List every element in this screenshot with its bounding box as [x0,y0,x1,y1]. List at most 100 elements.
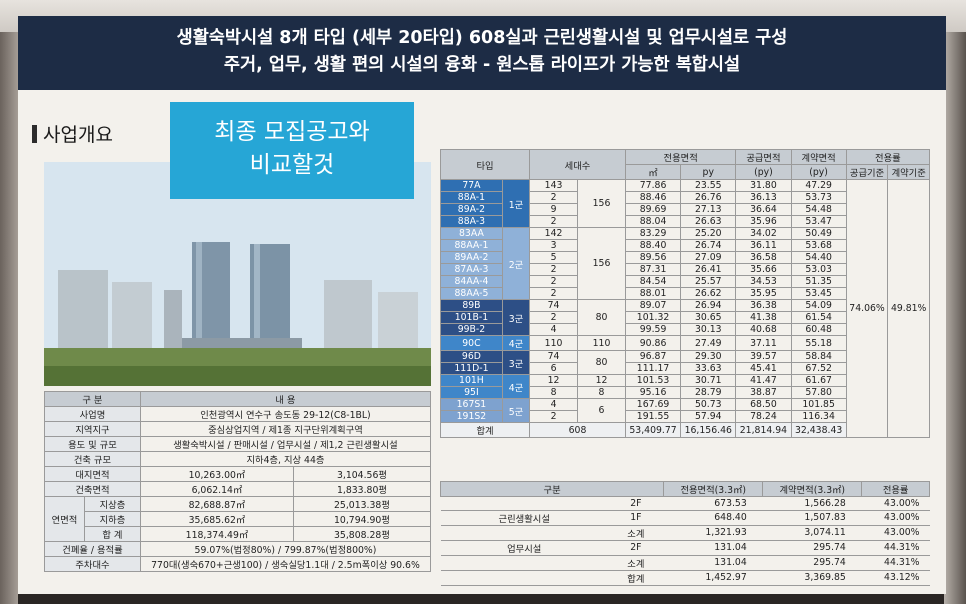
col-contract: 계약면적 [790,149,847,165]
section-bar-icon [32,125,37,143]
supply-cell: 39.57 [735,350,792,363]
m2-cell: 89.56 [624,251,682,264]
contract-cell: 58.84 [790,350,847,363]
parking-value: 770대(생숙670+근생100) / 생숙실당1.1대 / 2.5m폭이상 9… [139,556,432,572]
group-label: 4군 [501,374,531,399]
total-label: 합계 [439,422,531,438]
col-exclusive: 전용면적 [624,149,737,165]
brochure-page: 생활숙박시설 8개 타입 (세부 20타입) 608실과 근린생활시설 및 업무… [18,16,946,594]
m2-cell: 90.86 [624,335,682,351]
units-cell: 12 [529,374,579,387]
py-cell: 27.49 [680,335,737,351]
type-cell: 77A [440,179,503,192]
ratio-supply-value: 74.06% [845,179,889,438]
commercial-ratio: 43.00% [861,524,930,541]
supply-cell: 35.66 [735,263,792,276]
type-cell: 95I [440,386,503,399]
units-cell: 9 [529,203,579,216]
background-left [0,32,18,604]
units-cell: 74 [529,350,579,363]
contract-cell: 53.47 [790,215,847,228]
units-cell: 142 [529,227,579,240]
table-row: 소계 131.04 295.74 44.31% [440,554,930,571]
col-supply: 공급면적 [735,149,792,165]
table-row: 95I 8 8 95.16 28.79 38.87 57.80 [440,386,930,399]
group-label: 4군 [501,335,531,351]
units-cell: 2 [529,275,579,288]
building-area-py: 1,833.80평 [292,481,432,497]
parking-label: 주차대수 [44,556,141,572]
total-units: 608 [529,422,626,438]
overview-header-category: 구 분 [44,391,141,407]
units-cell: 2 [529,311,579,324]
m2-cell: 89.07 [624,299,682,312]
col-exclusive-m2: ㎡ [624,164,682,180]
group-subtotal: 6 [577,398,626,423]
commercial-contract: 1,507.83 [762,509,862,526]
overview-label: 용도 및 규모 [44,436,141,452]
py-cell: 30.13 [680,323,737,336]
contract-cell: 61.54 [790,311,847,324]
ratio-label: 건폐율 / 용적률 [44,541,141,557]
supply-cell: 40.68 [735,323,792,336]
floor-below-m2: 35,685.62㎡ [139,511,294,527]
floor-below-py: 10,794.90평 [292,511,432,527]
units-cell: 3 [529,239,579,252]
py-cell: 50.73 [680,398,737,411]
building-rendering [44,162,431,386]
commercial-ratio: 43.00% [861,509,930,526]
contract-cell: 53.03 [790,263,847,276]
building-area-label: 건축면적 [44,481,141,497]
py-cell: 23.55 [680,179,737,192]
contract-cell: 50.49 [790,227,847,240]
contract-cell: 55.18 [790,335,847,351]
contract-cell: 60.48 [790,323,847,336]
m2-cell: 83.29 [624,227,682,240]
col-type: 타입 [439,149,531,180]
py-cell: 25.57 [680,275,737,288]
commercial-floor: 2F [607,496,664,511]
contract-cell: 61.67 [790,374,847,387]
commercial-category: 업무시설 [440,539,608,556]
contract-cell: 53.73 [790,191,847,204]
m2-cell: 95.16 [624,386,682,399]
py-cell: 30.71 [680,374,737,387]
supply-cell: 45.41 [735,362,792,375]
table-row: 소계 1,321.93 3,074.11 43.00% [440,524,930,541]
type-cell: 99B-2 [440,323,503,336]
m2-cell: 87.31 [624,263,682,276]
supply-cell: 36.38 [735,299,792,312]
total-m2: 53,409.77 [624,422,682,438]
type-cell: 84AA-4 [440,275,503,288]
table-row: 89A-2 9 89.69 27.13 36.64 54.48 [440,203,930,216]
commercial-col-exclusive: 전용면적(3.3㎡) [663,481,764,497]
floor-total-py: 35,808.28평 [292,526,432,542]
units-cell: 4 [529,398,579,411]
units-cell: 8 [529,386,579,399]
floor-above-label: 지상층 [84,496,141,512]
site-area-label: 대지면적 [44,466,141,482]
table-row: 90C 4군 110 110 90.86 27.49 37.11 55.18 [440,335,930,351]
py-cell: 26.76 [680,191,737,204]
type-cell: 88AA-1 [440,239,503,252]
units-cell: 2 [529,215,579,228]
table-row: 84AA-4 2 84.54 25.57 34.53 51.35 [440,275,930,288]
commercial-ratio: 43.00% [861,496,930,511]
commercial-contract: 3,074.11 [762,524,862,541]
header-line-1: 생활숙박시설 8개 타입 (세부 20타입) 608실과 근린생활시설 및 업무… [176,28,788,48]
commercial-category [440,496,608,511]
type-cell: 96D [440,350,503,363]
m2-cell: 191.55 [624,410,682,423]
floor-above-py: 25,013.38평 [292,496,432,512]
type-cell: 89A-2 [440,203,503,216]
supply-cell: 31.80 [735,179,792,192]
m2-cell: 96.87 [624,350,682,363]
table-row: 167S1 5군 4 6 167.69 50.73 68.50 101.85 [440,398,930,423]
units-cell: 4 [529,323,579,336]
py-cell: 26.74 [680,239,737,252]
py-cell: 26.94 [680,299,737,312]
site-area-m2: 10,263.00㎡ [139,466,294,482]
group-label: 3군 [501,299,531,336]
header-line-2: 주거, 업무, 생활 편의 시설의 융화 - 원스톱 라이프가 가능한 복합시설 [223,55,741,75]
table-row: 합계 1,452.97 3,369.85 43.12% [440,569,930,586]
